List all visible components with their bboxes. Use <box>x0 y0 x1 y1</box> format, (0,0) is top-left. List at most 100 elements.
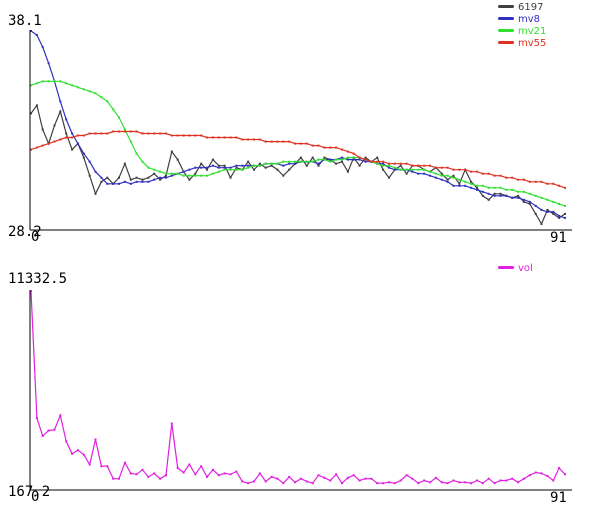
price-series-mv8-point <box>294 162 297 165</box>
price-series-mv55-point <box>59 138 62 141</box>
price-series-mv55-point <box>564 186 566 189</box>
price-series-group <box>30 30 566 226</box>
price-series-mv55-point <box>335 146 338 149</box>
volume-series-vol-point <box>476 479 478 482</box>
volume-series-vol-point <box>388 481 390 484</box>
price-series-6197-point <box>299 156 302 159</box>
price-series-mv21-point <box>118 116 120 119</box>
volume-series-vol-point <box>82 453 85 456</box>
price-series-mv55-point <box>470 170 473 173</box>
price-series-6197-point <box>270 164 273 167</box>
price-series-mv55-point <box>517 178 520 181</box>
volume-series-vol-point <box>335 473 338 476</box>
price-series-mv55-point <box>82 134 85 137</box>
volume-series-vol-point <box>253 480 255 483</box>
price-series-mv8-point <box>546 210 549 213</box>
price-series-mv21-point <box>94 92 97 95</box>
price-series-mv55-point <box>165 132 167 135</box>
volume-series-vol-point <box>446 482 449 485</box>
price-series-6197-point <box>223 164 226 167</box>
price-series-6197-point <box>247 160 250 163</box>
volume-series-vol-point <box>358 479 361 482</box>
volume-series-vol-point <box>182 471 185 474</box>
price-series-mv21-point <box>481 184 484 187</box>
volume-series-vol-point <box>534 471 537 474</box>
price-series-mv55-point <box>147 132 150 135</box>
volume-series-vol-point <box>188 463 191 466</box>
price-series-mv21-point <box>405 168 408 171</box>
price-series-mv8-point <box>188 168 191 171</box>
volume-series-vol-point <box>135 473 138 476</box>
price-series-mv21-point <box>235 168 238 171</box>
price-series-mv21-point <box>170 172 173 175</box>
price-series-mv21-point <box>346 156 349 159</box>
volume-series-vol-point <box>522 477 525 480</box>
price-series-mv8-point <box>429 174 431 177</box>
volume-series-vol-point <box>364 477 367 480</box>
volume-chart: 11332.5 167.2 0 91 vol <box>8 263 572 506</box>
price-series-mv21-point <box>558 202 561 205</box>
volume-series-vol-point <box>159 477 162 480</box>
price-series-mv8-point <box>452 184 455 187</box>
volume-series-vol-point <box>118 477 120 480</box>
price-series-mv8-point <box>517 196 520 199</box>
volume-series-vol-point <box>317 474 320 477</box>
price-series-mv8-point <box>411 170 414 173</box>
price-series-6197-point <box>53 124 56 127</box>
price-series-6197-point <box>335 162 338 165</box>
price-series-mv21-point <box>440 174 443 177</box>
price-series-mv21-point <box>71 84 74 87</box>
price-series-mv8-point <box>235 164 238 167</box>
price-series-6197-point <box>446 178 449 181</box>
price-series-mv55-point <box>358 156 361 159</box>
price-series-6197-point <box>276 168 279 171</box>
volume-series-vol-point <box>558 467 561 469</box>
price-series-mv21-point <box>299 160 302 163</box>
price-series-mv8-point <box>282 164 285 167</box>
volume-series-vol-point <box>217 474 220 477</box>
price-series-mv21-point <box>505 188 508 191</box>
price-series-mv21-point <box>382 164 385 167</box>
price-series-6197-point <box>288 168 291 171</box>
price-series-mv21-point <box>341 158 343 161</box>
volume-series-vol-point <box>452 479 455 482</box>
price-series-mv55-point <box>446 166 449 169</box>
price-series-6197-point <box>123 162 126 165</box>
price-legend-label-mv55: mv55 <box>518 38 546 49</box>
price-series-mv55-point <box>382 160 385 163</box>
volume-series-vol-point <box>429 481 431 484</box>
price-series-mv21-point <box>446 174 449 177</box>
price-series-mv8-point <box>534 204 537 207</box>
price-series-mv8-point <box>505 194 508 197</box>
price-series-6197-point <box>153 172 156 175</box>
price-series-mv21-point <box>153 168 156 171</box>
price-series-mv21-point <box>458 178 461 181</box>
price-series-mv21-point <box>229 168 232 171</box>
price-series-mv8-point <box>47 62 50 65</box>
price-series-mv8-point <box>153 178 156 181</box>
price-series-mv8-point <box>30 30 32 32</box>
price-series-mv55-point <box>106 132 109 135</box>
volume-series-vol-point <box>440 481 443 484</box>
volume-series-vol-point <box>511 477 514 480</box>
price-series-mv8-point <box>458 184 461 187</box>
volume-series-vol-point <box>405 474 408 477</box>
volume-series-vol-point <box>65 440 68 443</box>
volume-series-vol-point <box>235 470 238 473</box>
price-series-mv8-point <box>393 168 396 171</box>
price-x-end-label: 91 <box>550 230 567 246</box>
volume-series-vol-point <box>423 479 426 482</box>
price-series-mv8-point <box>82 152 85 155</box>
price-series-mv21-point <box>176 172 179 175</box>
price-series-6197-point <box>71 148 74 151</box>
volume-series-vol-point <box>241 480 244 483</box>
price-series-mv21-point <box>76 86 79 89</box>
price-series-mv55-point <box>30 148 32 151</box>
volume-series-vol-point <box>129 472 132 475</box>
price-series-mv8-point <box>528 200 531 203</box>
price-series-mv55-point <box>411 164 414 167</box>
price-series-6197-point <box>94 192 97 195</box>
price-series-mv21-point <box>106 100 109 103</box>
volume-series-vol-point <box>153 472 156 475</box>
